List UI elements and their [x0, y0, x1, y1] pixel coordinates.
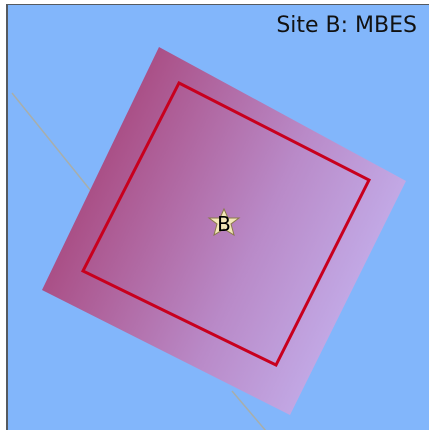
star-marker-icon	[207, 207, 241, 237]
site-marker-label: B	[217, 212, 231, 236]
survey-coverage-area	[42, 47, 406, 415]
map-canvas[interactable]: B	[8, 5, 429, 430]
site-marker[interactable]: B	[207, 207, 241, 237]
map-viewport[interactable]: B Site B: MBES	[6, 4, 429, 430]
site-boundary	[80, 80, 372, 367]
map-title: Site B: MBES	[276, 13, 417, 38]
